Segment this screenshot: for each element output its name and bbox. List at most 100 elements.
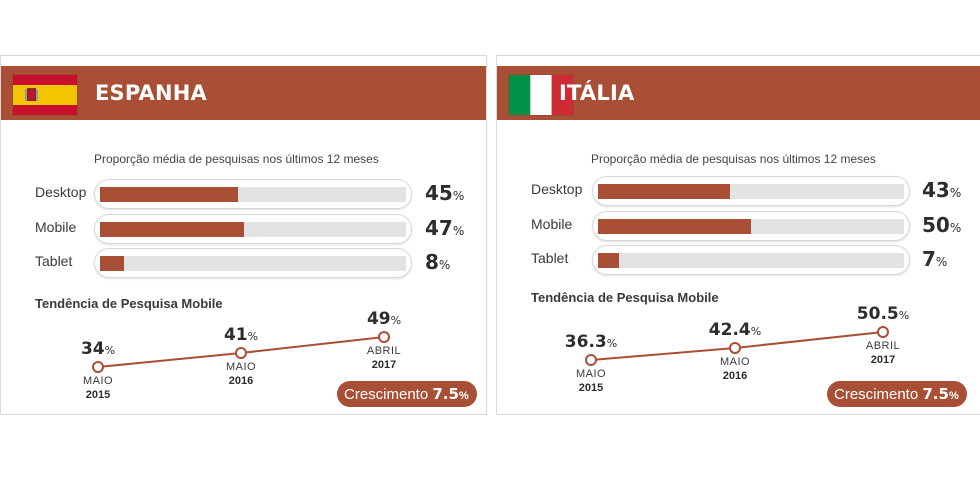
- italy-header: ITÁLIA: [497, 66, 980, 120]
- trend-value-unit: %: [390, 314, 402, 327]
- trend-point-month: ABRIL: [366, 345, 402, 357]
- country-name: ESPANHA: [95, 81, 207, 105]
- bar-value-desktop: 43%: [922, 178, 961, 202]
- trend-value-number: 42.4: [708, 319, 751, 340]
- trend-title: Tendência de Pesquisa Mobile: [531, 290, 719, 305]
- trend-value-number: 36.3: [564, 332, 607, 352]
- bar-background: [598, 219, 904, 234]
- bar-value-tablet: 8%: [425, 250, 450, 274]
- bar-value-number: 45: [425, 181, 453, 205]
- bar-track-tablet: [94, 248, 412, 278]
- bar-value-number: 47: [425, 216, 453, 240]
- trend-value-unit: %: [606, 337, 618, 350]
- trend-point-month: MAIO: [719, 355, 751, 368]
- trend-title: Tendência de Pesquisa Mobile: [35, 296, 223, 311]
- growth-value: 7.5: [922, 385, 949, 403]
- bar-value-desktop: 45%: [425, 181, 464, 205]
- bar-background: [100, 256, 406, 271]
- trend-point-year: 2017: [870, 354, 896, 366]
- bar-desktop: [100, 187, 238, 202]
- trend-point-month: MAIO: [575, 368, 607, 380]
- growth-unit: %: [458, 390, 469, 402]
- trend-point: [235, 347, 247, 359]
- bar-value-unit: %: [949, 221, 962, 235]
- bar-value-unit: %: [452, 189, 465, 203]
- bar-value-number: 8: [425, 250, 439, 274]
- bar-label-desktop: Desktop: [35, 184, 87, 200]
- trend-value-number: 34: [80, 339, 105, 359]
- bar-value-unit: %: [438, 258, 451, 272]
- italy-flag-icon: [509, 75, 573, 115]
- trend-value-unit: %: [104, 344, 116, 357]
- growth-badge: Crescimento 7.5%: [827, 381, 967, 407]
- trend-point: [729, 341, 741, 354]
- growth-label: Crescimento: [344, 386, 429, 403]
- bar-label-desktop: Desktop: [531, 181, 583, 197]
- bar-value-unit: %: [949, 186, 962, 200]
- trend-point-year: 2017: [371, 359, 397, 371]
- bar-value-number: 7: [922, 247, 936, 271]
- bar-value-unit: %: [935, 255, 948, 269]
- bar-track-desktop: [94, 179, 412, 209]
- bar-value-number: 50: [922, 213, 950, 237]
- bar-mobile: [598, 219, 751, 234]
- italy-panel: ITÁLIA Proporção média de pesquisas nos …: [496, 55, 980, 415]
- bar-tablet: [598, 253, 620, 268]
- chart-subtitle: Proporção média de pesquisas nos últimos…: [94, 152, 379, 166]
- country-name: ITÁLIA: [559, 81, 635, 105]
- bar-label-mobile: Mobile: [35, 219, 77, 235]
- trend-value-number: 50.5: [856, 304, 899, 324]
- trend-point-month: MAIO: [225, 361, 257, 373]
- growth-value: 7.5: [432, 385, 459, 403]
- bar-track-tablet: [592, 245, 910, 275]
- bar-label-mobile: Mobile: [531, 216, 573, 232]
- trend-point-value: 50.5%: [857, 304, 909, 324]
- bar-background: [100, 187, 406, 202]
- growth-badge: Crescimento 7.5%: [337, 381, 477, 407]
- bar-mobile: [100, 222, 244, 237]
- trend-value-unit: %: [898, 309, 910, 322]
- growth-unit: %: [948, 390, 959, 402]
- trend-svg: [585, 326, 889, 366]
- chart-subtitle: Proporção média de pesquisas nos últimos…: [591, 152, 876, 166]
- growth-label: Crescimento: [834, 386, 919, 403]
- trend-point: [877, 326, 889, 338]
- trend-point-value: 49%: [367, 309, 401, 329]
- trend-value-number: 41: [223, 325, 248, 345]
- trend-point-value: 42.4%: [709, 320, 761, 340]
- trend-svg: [92, 331, 390, 373]
- trend-value-number: 49: [366, 309, 391, 329]
- bar-value-unit: %: [452, 224, 465, 238]
- trend-point-value: 34%: [81, 339, 115, 359]
- bar-value-number: 43: [922, 178, 950, 202]
- spain-header: ESPANHA: [1, 66, 486, 120]
- trend-point-value: 41%: [224, 325, 258, 345]
- bar-background: [598, 184, 904, 199]
- trend-point: [585, 354, 597, 366]
- bar-value-mobile: 50%: [922, 213, 961, 237]
- trend-point-month: ABRIL: [865, 340, 901, 352]
- trend-point-year: 2016: [722, 369, 748, 382]
- bar-track-desktop: [592, 176, 910, 206]
- trend-point-year: 2016: [228, 375, 254, 387]
- bar-track-mobile: [592, 211, 910, 241]
- bar-background: [598, 253, 904, 268]
- trend-point: [92, 361, 104, 373]
- trend-point-year: 2015: [578, 382, 604, 394]
- bar-background: [100, 222, 406, 237]
- trend-value-unit: %: [750, 324, 762, 338]
- bar-tablet: [100, 256, 125, 271]
- bar-value-tablet: 7%: [922, 247, 947, 271]
- trend-value-unit: %: [247, 330, 259, 343]
- bar-desktop: [598, 184, 730, 199]
- trend-point-value: 36.3%: [565, 332, 617, 352]
- bar-label-tablet: Tablet: [531, 250, 569, 266]
- trend-point-month: MAIO: [82, 375, 114, 387]
- trend-point: [378, 331, 390, 343]
- bar-track-mobile: [94, 214, 412, 244]
- bar-value-mobile: 47%: [425, 216, 464, 240]
- bar-label-tablet: Tablet: [35, 253, 73, 269]
- spain-flag-icon: [13, 75, 77, 115]
- trend-point-year: 2015: [85, 389, 111, 401]
- spain-panel: ESPANHA Proporção média de pesquisas nos…: [0, 55, 487, 415]
